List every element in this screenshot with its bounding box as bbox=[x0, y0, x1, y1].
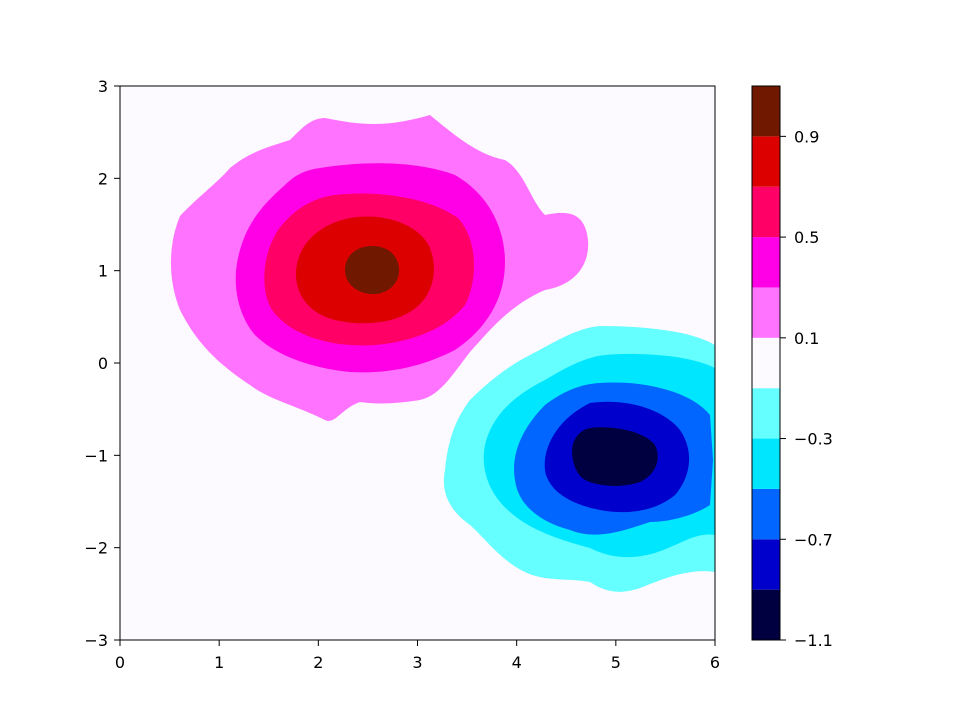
y-tick-label: 1 bbox=[98, 262, 108, 281]
colorbar: 0.9 0.5 0.1 −0.3 −0.7 −1.1 bbox=[751, 85, 833, 650]
x-tick-label: 5 bbox=[611, 653, 621, 672]
colorbar-segment bbox=[752, 86, 780, 137]
y-axis: 3 2 1 0 −1 −2 −3 bbox=[84, 77, 120, 650]
colorbar-tick-label: −0.3 bbox=[794, 430, 833, 449]
x-tick-label: 6 bbox=[710, 653, 720, 672]
x-tick-label: 1 bbox=[214, 653, 224, 672]
colorbar-tick-label: 0.1 bbox=[794, 329, 819, 348]
colorbar-segment bbox=[752, 438, 780, 489]
x-axis: 0 1 2 3 4 5 6 bbox=[115, 640, 720, 672]
colorbar-segment bbox=[752, 186, 780, 238]
colorbar-segment bbox=[752, 388, 780, 439]
y-tick-label: −3 bbox=[84, 631, 108, 650]
colorbar-tick-label: 0.9 bbox=[794, 127, 819, 146]
colorbar-segment bbox=[752, 287, 780, 338]
x-tick-label: 2 bbox=[313, 653, 323, 672]
colorbar-tick-label: 0.5 bbox=[794, 228, 819, 247]
x-tick-label: 0 bbox=[115, 653, 125, 672]
x-tick-label: 4 bbox=[512, 653, 522, 672]
colorbar-segment bbox=[752, 539, 780, 590]
y-tick-label: 2 bbox=[98, 169, 108, 188]
colorbar-segment bbox=[752, 136, 780, 187]
contour-fills bbox=[170, 115, 715, 592]
colorbar-frame bbox=[751, 85, 781, 641]
y-tick-label: −1 bbox=[84, 446, 108, 465]
colorbar-segment bbox=[752, 488, 780, 540]
plot-area bbox=[119, 85, 716, 641]
colorbar-tick-label: −1.1 bbox=[794, 631, 833, 650]
colorbar-segment bbox=[752, 337, 780, 389]
colorbar-tick-label: −0.7 bbox=[794, 530, 833, 549]
y-tick-label: 0 bbox=[98, 354, 108, 373]
contour-pos-5 bbox=[345, 246, 400, 295]
y-tick-label: 3 bbox=[98, 77, 108, 96]
contour-neg-5 bbox=[572, 427, 658, 486]
y-tick-label: −2 bbox=[84, 539, 108, 558]
colorbar-segment bbox=[752, 589, 780, 640]
colorbar-segment bbox=[752, 237, 780, 288]
x-tick-label: 3 bbox=[412, 653, 422, 672]
